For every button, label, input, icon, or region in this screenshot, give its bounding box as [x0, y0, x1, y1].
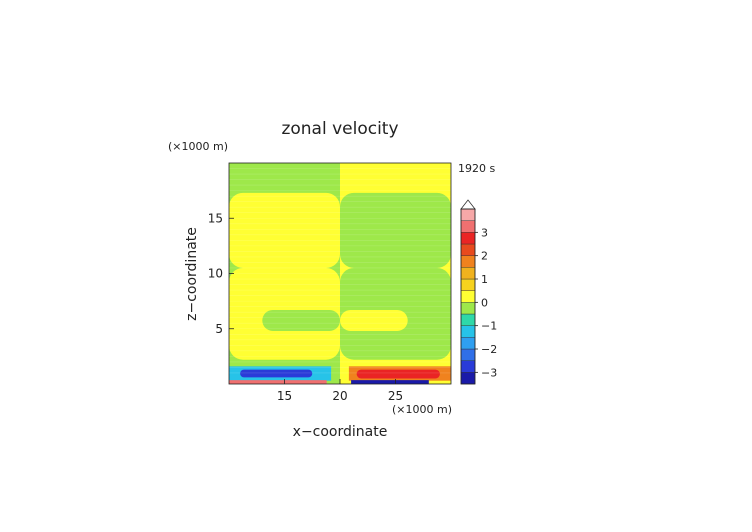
x-tick-label: 20	[332, 389, 347, 403]
contour-region-2	[229, 192, 340, 268]
colorbar-swatch-7	[460, 290, 476, 303]
x-tick-label: 15	[277, 389, 292, 403]
colorbar-swatch-10	[460, 255, 476, 268]
contour-region-7	[340, 309, 408, 331]
colorbar-swatch-1	[460, 360, 476, 373]
y-tick-label: 5	[215, 322, 223, 336]
time-label: 1920 s	[458, 162, 495, 175]
colorbar-swatch-6	[460, 302, 476, 315]
plot-area	[229, 163, 451, 384]
colorbar-swatch-12	[460, 232, 476, 245]
colorbar: −3 −2 −1 0 1 2 3	[460, 199, 497, 385]
chart-title: zonal velocity	[281, 119, 398, 139]
y-axis-label: z−coordinate	[184, 227, 200, 321]
y-unit-label: (×1000 m)	[168, 140, 228, 153]
colorbar-swatch-3	[460, 337, 476, 350]
y-tick-label: 15	[208, 211, 223, 225]
colorbar-swatch-14	[460, 208, 476, 221]
colorbar-tick-label: −3	[481, 366, 497, 379]
colorbar-swatch-9	[460, 267, 476, 280]
colorbar-extend-triangle	[460, 199, 476, 210]
y-tick-label: 10	[208, 267, 223, 281]
colorbar-swatch-0	[460, 372, 476, 385]
colorbar-tick-label: 0	[481, 296, 488, 309]
contour-region-6	[262, 309, 340, 331]
colorbar-tick-label: 3	[481, 226, 488, 239]
x-axis-label: x−coordinate	[293, 424, 388, 440]
colorbar-swatch-5	[460, 313, 476, 326]
colorbar-swatch-13	[460, 220, 476, 233]
colorbar-tick-label: −2	[481, 343, 497, 356]
colorbar-swatch-11	[460, 243, 476, 256]
contour-region-12	[229, 380, 327, 384]
contour-region-9	[240, 369, 313, 378]
contour-fill-group	[229, 163, 451, 384]
x-tick-label: 25	[388, 389, 403, 403]
contour-region-3	[340, 192, 451, 268]
colorbar-tick-label: 2	[481, 250, 488, 263]
colorbar-swatch-8	[460, 278, 476, 291]
colorbar-swatch-4	[460, 325, 476, 338]
colorbar-tick-label: 1	[481, 273, 488, 286]
colorbar-tick-label: −1	[481, 320, 497, 333]
colorbar-frame	[460, 208, 476, 385]
x-unit-label: (×1000 m)	[392, 403, 452, 416]
colorbar-swatch-2	[460, 348, 476, 361]
plot-axes: 15 20 25 5 10 15	[208, 162, 452, 403]
contour-region-13	[351, 380, 429, 384]
contour-region-11	[356, 369, 440, 379]
